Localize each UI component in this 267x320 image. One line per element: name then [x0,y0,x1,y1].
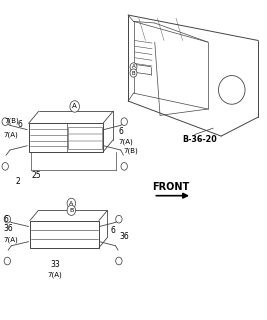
Text: 36: 36 [3,224,13,233]
Text: B-36-20: B-36-20 [183,135,217,144]
Text: 7(A): 7(A) [3,132,18,138]
Text: A: A [72,103,77,109]
Circle shape [2,163,8,170]
Text: B: B [69,208,73,213]
Text: FRONT: FRONT [152,182,189,192]
Text: 6: 6 [110,226,115,235]
Text: 36: 36 [119,232,129,241]
Text: A: A [69,201,73,206]
Circle shape [116,257,122,265]
Text: B: B [132,70,135,76]
Bar [30,220,99,248]
Circle shape [116,215,122,223]
Circle shape [2,118,8,125]
Circle shape [67,198,76,208]
Text: 6: 6 [3,215,8,224]
Bar [68,127,102,148]
Text: 7(A): 7(A) [3,237,18,243]
Circle shape [4,257,10,265]
Text: 33: 33 [51,260,60,269]
Circle shape [70,101,80,112]
Circle shape [130,63,137,71]
Circle shape [4,215,10,223]
Text: 7(B): 7(B) [5,118,19,124]
Circle shape [67,205,76,215]
Text: 7(A): 7(A) [47,271,62,278]
Circle shape [121,163,127,170]
Circle shape [130,69,137,77]
Text: 6: 6 [118,127,123,136]
Text: 25: 25 [31,171,41,180]
Text: A: A [132,64,135,69]
Text: 2: 2 [15,177,20,186]
Text: 7(A): 7(A) [118,139,133,145]
Text: 7(B): 7(B) [124,147,138,154]
Circle shape [121,118,127,125]
Text: 6: 6 [18,120,23,129]
Bar [29,123,103,152]
